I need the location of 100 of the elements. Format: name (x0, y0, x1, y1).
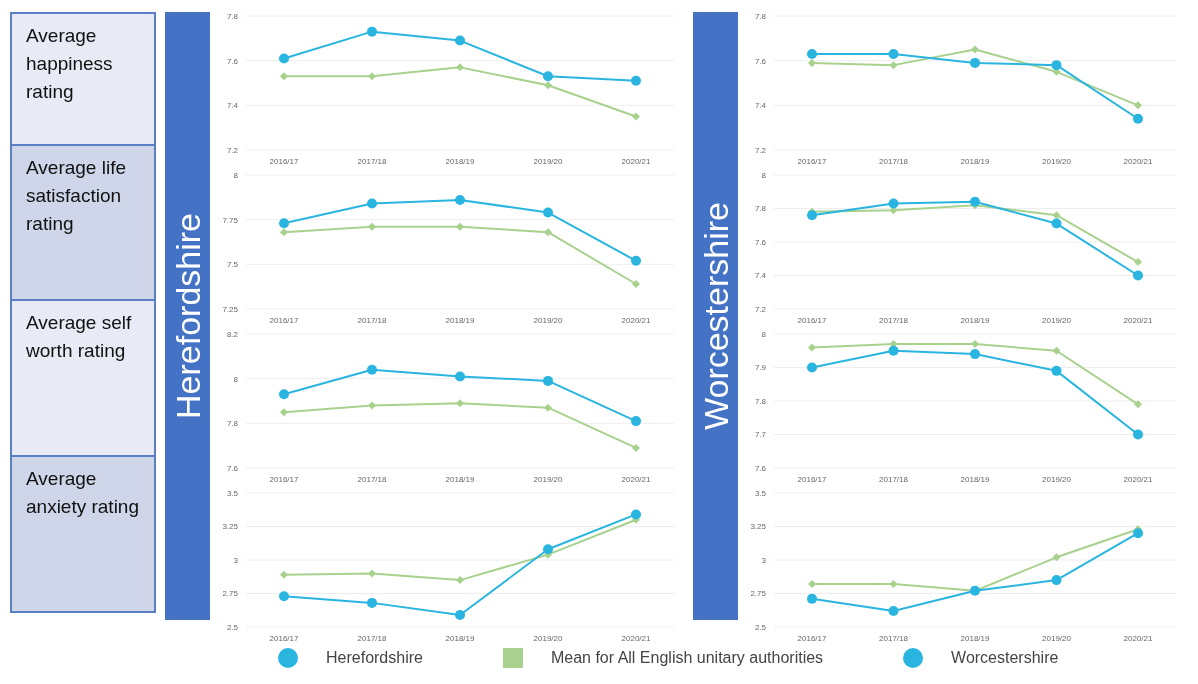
point (368, 401, 376, 410)
point (632, 443, 640, 452)
x-tick-label: 2018/19 (960, 474, 991, 484)
y-tick-label: 3.25 (222, 522, 239, 532)
x-tick-label: 2018/19 (445, 156, 476, 166)
point (456, 63, 464, 72)
x-tick-label: 2020/21 (1123, 156, 1154, 166)
x-tick-label: 2020/21 (621, 156, 652, 166)
point (1134, 258, 1142, 267)
x-tick-label: 2017/18 (879, 315, 909, 325)
y-tick-label: 7.6 (754, 56, 767, 66)
legend-label: Mean for All English unitary authorities (550, 649, 824, 667)
point (543, 207, 553, 218)
point (632, 112, 640, 121)
point (543, 71, 553, 82)
y-tick-label: 7.8 (226, 11, 239, 21)
point (279, 591, 289, 602)
x-tick-label: 2017/18 (879, 633, 909, 643)
y-tick-label: 7.8 (754, 204, 767, 214)
text: Herefordshire (168, 213, 207, 419)
point (279, 218, 289, 229)
point (544, 403, 552, 412)
point (1051, 365, 1062, 376)
point (1133, 113, 1143, 124)
y-tick-label: 7.2 (754, 145, 767, 155)
point (1133, 528, 1143, 539)
point (1052, 346, 1061, 355)
x-tick-label: 2017/18 (357, 315, 388, 325)
point (889, 61, 898, 70)
point (970, 349, 980, 360)
x-tick-label: 2019/20 (533, 474, 564, 484)
x-tick-label: 2020/21 (1123, 474, 1154, 484)
point (280, 570, 288, 579)
point (807, 48, 817, 59)
point (455, 609, 465, 620)
point (1052, 553, 1061, 562)
point (631, 509, 641, 520)
y-tick-label: 2.5 (226, 622, 239, 632)
x-tick-label: 2017/18 (879, 474, 909, 484)
y-tick-label: 7.6 (226, 463, 239, 473)
point (970, 196, 980, 207)
x-tick-label: 2017/18 (879, 156, 909, 166)
x-tick-label: 2018/19 (445, 315, 476, 325)
point (280, 408, 288, 417)
text: Average happiness rating (10, 12, 156, 146)
text: Average anxiety rating (10, 455, 156, 613)
point (280, 228, 288, 237)
x-tick-label: 2020/21 (1123, 633, 1154, 643)
point (808, 58, 816, 67)
x-tick-label: 2017/18 (357, 156, 388, 166)
point (1051, 218, 1062, 229)
y-tick-label: 7.2 (226, 145, 239, 155)
y-tick-label: 7.5 (226, 260, 239, 270)
legend-label: Herefordshire (326, 649, 423, 667)
x-tick-label: 2016/17 (797, 315, 828, 325)
point (368, 222, 376, 231)
point (279, 53, 289, 64)
x-tick-label: 2017/18 (357, 633, 388, 643)
point (1133, 429, 1143, 440)
y-tick-label: 8 (233, 374, 239, 384)
y-tick-label: 7.4 (754, 271, 767, 281)
point (455, 35, 465, 46)
point (889, 580, 898, 589)
point (367, 198, 377, 209)
point (1133, 270, 1143, 281)
point (888, 198, 899, 209)
point (455, 371, 465, 382)
y-tick-label: 8 (761, 170, 767, 180)
y-tick-label: 7.75 (222, 215, 239, 225)
y-tick-label: 7.4 (754, 101, 767, 111)
y-tick-label: 7.7 (754, 430, 767, 440)
point (455, 195, 465, 206)
text: Average life satisfaction rating (10, 144, 156, 301)
y-tick-label: 2.75 (222, 589, 239, 599)
point (280, 72, 288, 81)
point (543, 544, 553, 555)
point (971, 45, 979, 54)
point (631, 75, 641, 86)
point (808, 580, 816, 589)
x-tick-label: 2019/20 (1042, 474, 1072, 484)
point (888, 605, 899, 616)
y-tick-label: 7.2 (754, 304, 767, 314)
point (456, 222, 464, 231)
x-tick-label: 2016/17 (269, 315, 300, 325)
point (970, 57, 980, 68)
legend-label: Worcestershire (951, 649, 1059, 667)
y-tick-label: 3.5 (226, 488, 239, 498)
point (1051, 60, 1062, 71)
point (544, 81, 552, 90)
point (807, 210, 817, 221)
y-tick-label: 3 (761, 555, 767, 565)
y-tick-label: 2.75 (750, 589, 767, 599)
point (1052, 211, 1061, 220)
x-tick-label: 2018/19 (445, 633, 476, 643)
y-tick-label: 7.6 (226, 56, 239, 66)
x-tick-label: 2016/17 (269, 156, 300, 166)
point (368, 72, 376, 81)
point (368, 569, 376, 578)
point (456, 576, 464, 585)
point (543, 375, 553, 386)
